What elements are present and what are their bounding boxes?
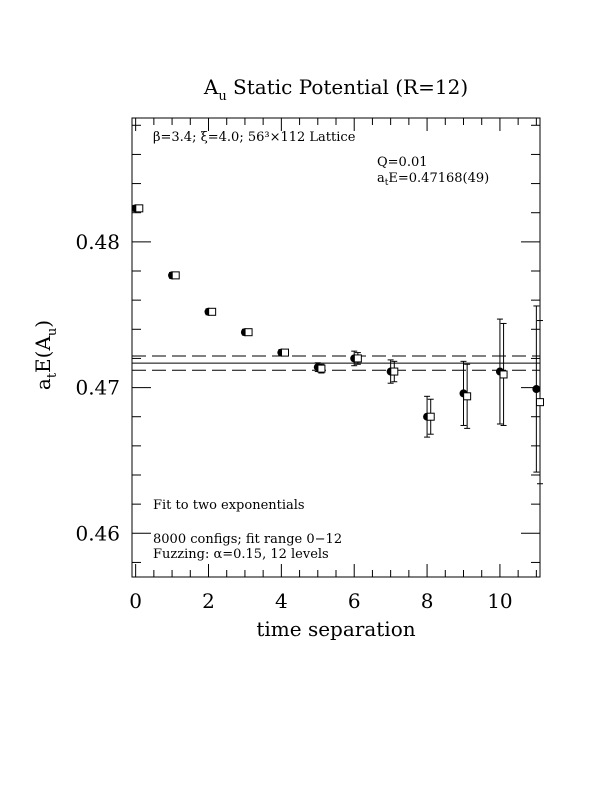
y-tick-label: 0.47: [75, 376, 120, 400]
data-point-circle: [532, 385, 541, 394]
y-tick-label: 0.46: [75, 521, 120, 545]
fit-energy-annotation: atE=0.47168(49): [377, 171, 489, 188]
x-tick-label: 2: [202, 589, 215, 613]
x-tick-label: 0: [129, 589, 142, 613]
x-axis-label: time separation: [256, 617, 415, 641]
tick-labels: 0 2 4 6 8 10 0.46 0.47 0.48: [75, 230, 512, 613]
data-point-square: [135, 204, 144, 213]
chart-title: Au Static Potential (R=12): [203, 75, 468, 104]
lattice-annotation: β=3.4; ξ=4.0; 56³×112 Lattice: [153, 130, 356, 145]
configs-annotation: 8000 configs; fit range 0−12: [153, 532, 342, 547]
y-axis-label: atE(Au): [31, 320, 60, 390]
q-annotation: Q=0.01: [377, 155, 428, 170]
data-point-square: [317, 364, 326, 373]
data-point-square: [208, 307, 217, 316]
data-point-square: [536, 398, 544, 407]
data-points: [131, 204, 544, 485]
data-point-square: [281, 348, 289, 357]
data-point-square: [171, 271, 180, 280]
x-tick-label: 6: [348, 589, 361, 613]
data-point-square: [353, 354, 362, 363]
data-point-square: [244, 328, 253, 337]
data-point-square: [499, 370, 508, 379]
x-tick-label: 10: [487, 589, 512, 613]
axis-ticks: [132, 118, 540, 577]
fit-band: [132, 355, 540, 371]
y-tick-label: 0.48: [75, 230, 120, 254]
fuzzing-annotation: Fuzzing: α=0.15, 12 levels: [153, 547, 329, 562]
data-point-square: [390, 367, 399, 376]
x-tick-label: 4: [275, 589, 288, 613]
data-point-square: [426, 412, 435, 421]
data-point-square: [463, 392, 472, 401]
fit-method-annotation: Fit to two exponentials: [153, 498, 305, 513]
x-tick-label: 8: [421, 589, 434, 613]
